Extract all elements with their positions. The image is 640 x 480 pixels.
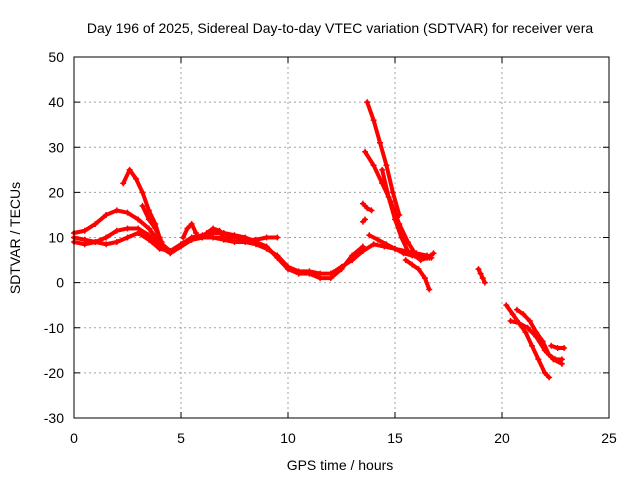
data-point bbox=[158, 239, 165, 246]
y-tick-label: 50 bbox=[48, 49, 64, 65]
data-trace bbox=[146, 208, 158, 226]
data-trace bbox=[534, 334, 547, 353]
data-trace bbox=[264, 244, 280, 260]
data-trace bbox=[189, 221, 198, 235]
y-axis-label: SDTVAR / TECUs bbox=[7, 182, 23, 294]
grid-lines bbox=[74, 57, 609, 418]
data-trace bbox=[529, 343, 541, 362]
data-trace bbox=[136, 217, 151, 231]
data-trace bbox=[405, 240, 419, 258]
x-tick-label: 0 bbox=[70, 430, 78, 446]
data-trace bbox=[378, 140, 389, 168]
series-track-f bbox=[180, 220, 199, 241]
data-trace bbox=[146, 226, 162, 245]
data-trace bbox=[397, 221, 410, 245]
data-point bbox=[362, 216, 369, 223]
data-trace bbox=[350, 244, 365, 258]
data-point bbox=[192, 229, 199, 236]
data-trace bbox=[527, 318, 539, 335]
data-trace bbox=[328, 264, 344, 276]
data-trace bbox=[393, 217, 404, 240]
y-tick-label: 10 bbox=[48, 230, 64, 246]
series-track-g bbox=[203, 225, 227, 241]
data-trace bbox=[384, 163, 395, 195]
data-point bbox=[430, 250, 437, 257]
y-tick-label: 30 bbox=[48, 139, 64, 155]
data-trace bbox=[363, 149, 376, 168]
data-point bbox=[359, 243, 366, 250]
data-trace bbox=[121, 167, 132, 186]
data-trace bbox=[371, 163, 385, 186]
data-trace bbox=[360, 242, 376, 254]
data-point bbox=[426, 286, 433, 293]
y-tick-label: -20 bbox=[44, 365, 64, 381]
data-points bbox=[71, 99, 568, 381]
data-trace bbox=[390, 190, 402, 217]
data-trace bbox=[542, 370, 552, 380]
data-point bbox=[368, 207, 375, 214]
chart-title: Day 196 of 2025, Sidereal Day-to-day VTE… bbox=[87, 20, 593, 36]
data-trace bbox=[134, 176, 145, 195]
data-trace bbox=[217, 228, 226, 240]
data-trace bbox=[422, 276, 432, 292]
series-track-q bbox=[507, 317, 565, 367]
data-trace bbox=[179, 237, 194, 249]
x-tick-label: 25 bbox=[601, 430, 617, 446]
data-point bbox=[220, 234, 227, 241]
series-track-s bbox=[359, 216, 369, 225]
data-trace bbox=[536, 357, 547, 375]
series-track-l bbox=[359, 200, 375, 214]
data-trace bbox=[328, 267, 344, 281]
y-tick-label: -10 bbox=[44, 320, 64, 336]
data-trace bbox=[523, 330, 534, 348]
data-point bbox=[426, 254, 433, 261]
data-trace bbox=[399, 235, 410, 254]
data-trace bbox=[140, 190, 151, 213]
y-tick-label: 40 bbox=[48, 94, 64, 110]
x-tick-label: 15 bbox=[387, 430, 403, 446]
data-trace bbox=[146, 233, 162, 249]
data-point bbox=[546, 374, 553, 381]
data-trace bbox=[386, 194, 397, 222]
series-track-k bbox=[366, 232, 433, 261]
series-track-r bbox=[548, 342, 568, 352]
data-trace bbox=[93, 212, 109, 226]
data-trace bbox=[371, 118, 383, 145]
data-trace bbox=[104, 228, 119, 240]
x-tick-label: 20 bbox=[494, 430, 510, 446]
y-tick-label: -30 bbox=[44, 410, 64, 426]
axis-ticks: 0 5 10 15 20 25 -30 -20 -10 0 10 20 30 40 50 bbox=[44, 49, 617, 446]
plot-frame bbox=[73, 56, 610, 419]
data-trace bbox=[140, 203, 151, 222]
series-track-n bbox=[475, 266, 488, 286]
x-tick-label: 10 bbox=[280, 430, 296, 446]
data-trace bbox=[125, 210, 141, 222]
data-trace bbox=[365, 100, 376, 123]
series-track-h bbox=[364, 99, 403, 218]
series-track-m bbox=[402, 257, 433, 293]
series-track-o bbox=[503, 302, 553, 381]
data-trace bbox=[82, 221, 98, 233]
data-point bbox=[274, 234, 281, 241]
data-trace bbox=[525, 325, 539, 339]
data-trace bbox=[136, 226, 151, 238]
data-trace bbox=[380, 167, 391, 199]
data-trace bbox=[168, 244, 183, 256]
data-point bbox=[481, 279, 488, 286]
data-trace bbox=[339, 253, 355, 272]
x-axis-label: GPS time / hours bbox=[287, 457, 394, 473]
series-track-e bbox=[139, 202, 165, 246]
data-trace bbox=[542, 348, 556, 362]
data-point bbox=[561, 345, 568, 352]
data-point bbox=[558, 360, 565, 367]
data-trace bbox=[350, 249, 365, 263]
x-tick-label: 5 bbox=[177, 430, 185, 446]
y-tick-label: 0 bbox=[56, 275, 64, 291]
y-tick-label: 20 bbox=[48, 184, 64, 200]
data-trace bbox=[551, 357, 564, 366]
data-trace bbox=[275, 255, 290, 272]
data-trace bbox=[136, 230, 151, 242]
